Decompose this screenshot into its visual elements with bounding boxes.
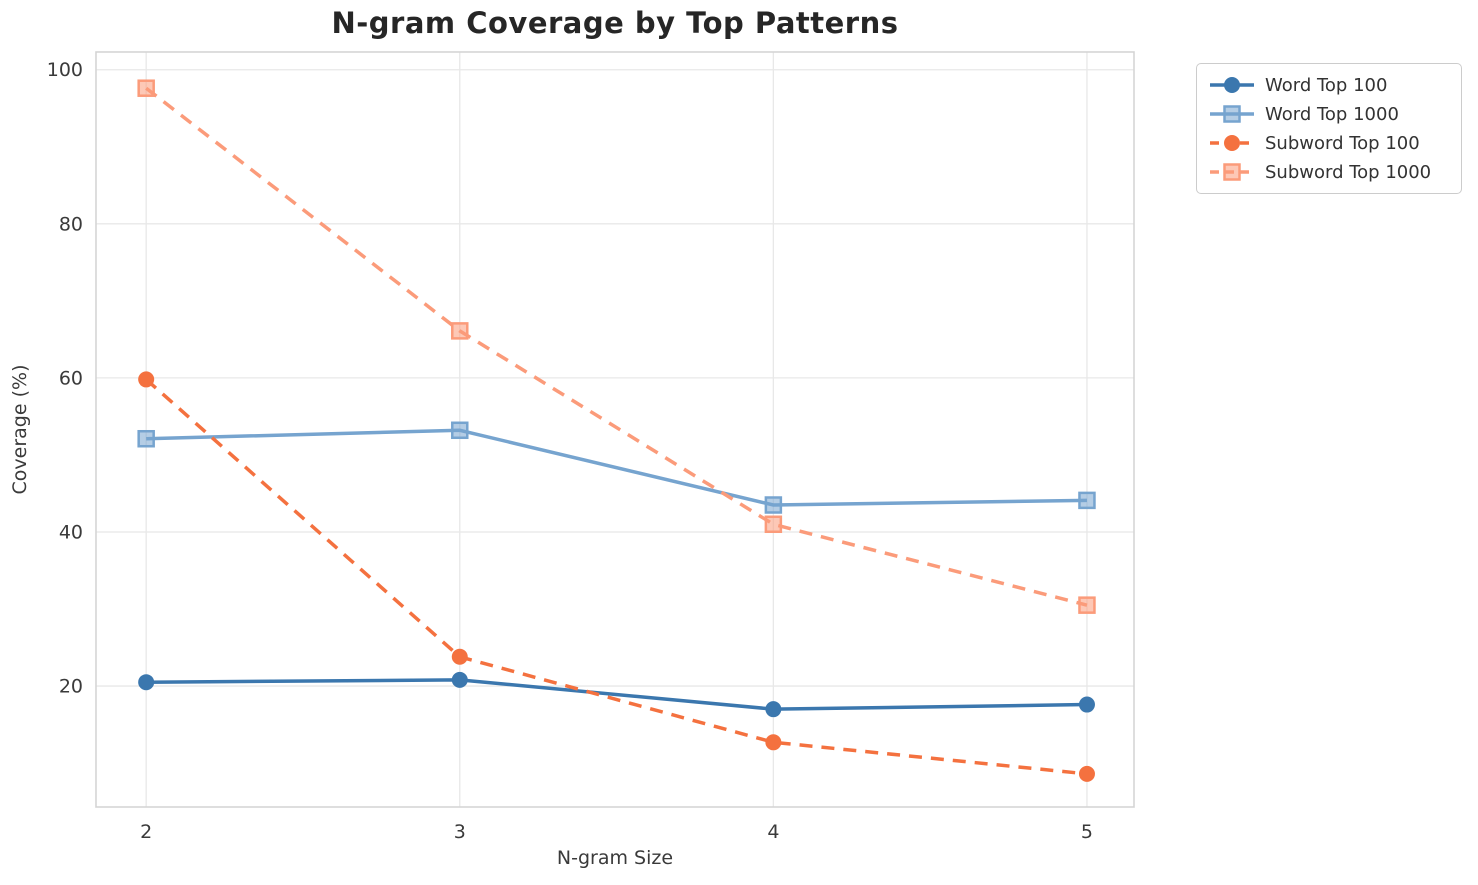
marker-circle-subword-top-100 [1078,765,1095,782]
legend-swatch-word-top-100 [1210,77,1254,93]
marker-square-word-top-1000 [1078,491,1096,510]
legend-label: Word Top 100 [1265,74,1388,96]
x-axis-label: N-gram Size [557,847,673,869]
marker-circle-subword-top-100 [138,371,155,388]
y-tick-label: 40 [59,521,83,543]
series-line-subword-top-100 [145,378,1088,776]
x-tick-label: 4 [767,821,779,843]
marker-circle-word-top-100 [451,671,468,688]
marker-circle-word-top-100 [765,701,782,718]
legend-label: Word Top 1000 [1265,103,1399,125]
marker-circle-word-top-100 [1078,696,1095,713]
marker-square-subword-top-1000 [1078,596,1096,614]
y-tick-label: 80 [59,213,83,235]
legend-marker-square [1223,163,1241,181]
y-axis-label: Coverage (%) [9,365,31,495]
legend-swatch-subword-top-100 [1210,135,1254,151]
legend-swatch-word-top-1000 [1210,105,1254,123]
legend-item-subword-top-1000: Subword Top 1000 [1209,160,1449,184]
y-tick-label: 20 [59,676,83,698]
legend-marker-circle [1224,77,1240,93]
legend-label: Subword Top 100 [1265,132,1420,154]
series-line-word-top-1000 [146,428,1087,507]
x-tick-label: 5 [1081,821,1093,843]
legend-item-subword-top-100: Subword Top 100 [1209,131,1449,155]
legend: Word Top 100 Word Top 1000 Subword Top 100… [1196,63,1462,194]
plot-border [95,51,1135,808]
x-tick-label: 2 [140,821,152,843]
marker-square-subword-top-1000 [764,515,783,534]
marker-circle-subword-top-100 [765,734,782,751]
legend-marker-circle [1224,135,1240,151]
marker-square-word-top-1000 [137,429,155,448]
series-line-word-top-100 [146,678,1087,711]
marker-square-word-top-1000 [764,496,783,514]
legend-label: Subword Top 1000 [1265,161,1432,183]
marker-square-subword-top-1000 [451,322,469,340]
series-line-subword-top-1000 [145,86,1088,607]
marker-square-subword-top-1000 [137,79,155,97]
marker-square-word-top-1000 [451,421,469,440]
y-tick-label: 60 [59,367,83,389]
legend-marker-square [1223,105,1241,123]
legend-swatch-subword-top-1000 [1210,163,1254,181]
marker-circle-subword-top-100 [451,648,468,665]
y-tick-label: 100 [47,59,83,81]
legend-item-word-top-100: Word Top 100 [1209,73,1449,97]
chart-title: N-gram Coverage by Top Patterns [331,6,899,40]
legend-item-word-top-1000: Word Top 1000 [1209,102,1449,126]
x-tick-label: 3 [454,821,466,843]
marker-circle-word-top-100 [138,674,155,691]
